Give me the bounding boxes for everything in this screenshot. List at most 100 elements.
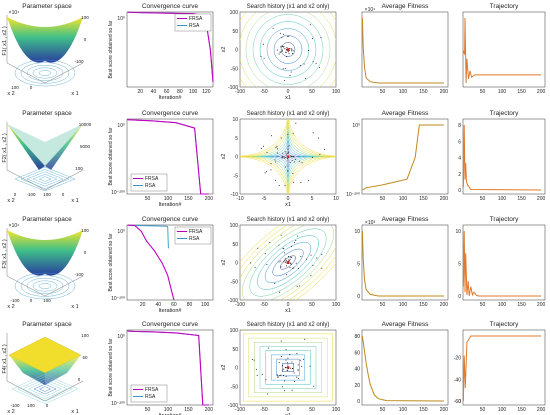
search-point <box>283 46 285 48</box>
base-contour <box>20 275 70 297</box>
y-tick-label: -5 <box>234 173 239 179</box>
search-point <box>292 52 294 54</box>
average-fitness-line <box>361 335 444 402</box>
search-point <box>262 43 264 45</box>
param-x1-label: x 1 <box>71 409 78 415</box>
search-point <box>305 258 307 260</box>
base-contour <box>14 272 76 300</box>
x-tick-label: 100 <box>399 89 408 95</box>
search-point <box>285 153 287 155</box>
y-tick-label: 10 <box>455 229 461 235</box>
search-point <box>285 52 287 54</box>
contour-line <box>280 42 296 57</box>
y-tick-label: 8 <box>458 123 461 129</box>
base-contour <box>38 283 52 289</box>
search-point <box>278 261 280 263</box>
x-tick-label: -50 <box>260 407 267 413</box>
contour-line <box>252 14 324 85</box>
contour-line <box>241 225 335 300</box>
search-point <box>284 258 286 260</box>
search-point <box>264 172 266 174</box>
convergence-panel: Convergence curve 20 40 60 80 100 Iteration# 10… <box>108 216 214 314</box>
search-point <box>289 266 291 268</box>
y-tick-label: 2 <box>458 172 461 178</box>
search-history-panel: Search history (x1 and x2 only) -100 -50 0 5… <box>221 4 341 101</box>
param-tick-label: 10000 <box>79 122 92 127</box>
trajectory-title: Trajectory <box>490 3 519 10</box>
search-point <box>283 380 285 382</box>
search-point <box>263 57 265 59</box>
search-point <box>256 374 258 376</box>
param-tick-label: -100 <box>10 298 20 303</box>
contour-line <box>259 346 317 389</box>
search-point <box>298 377 300 379</box>
search-point <box>283 368 285 370</box>
trajectory-panel: Trajectory 50 100 150 200 0 5 10 <box>455 216 545 308</box>
contour-line <box>245 12 331 87</box>
y-tick-label: 60 <box>354 350 360 356</box>
legend-entry: RSA <box>145 394 156 400</box>
average-fitness-title: Average Fitness <box>382 110 430 117</box>
surface-face <box>7 124 45 170</box>
search-point <box>300 181 302 183</box>
search-point <box>292 132 294 134</box>
search-point <box>282 34 284 36</box>
conv-title: Convergence curve <box>142 3 199 10</box>
search-point <box>302 358 304 360</box>
search-point <box>308 49 310 51</box>
x-tick-label: 200 <box>440 89 449 95</box>
search-point <box>295 122 297 124</box>
search-point <box>284 261 286 263</box>
x-tick-label: 50 <box>380 302 386 308</box>
param-zlabel: F1( x1 , x2 ) <box>2 26 8 56</box>
search-point <box>312 264 314 266</box>
search-point <box>281 50 283 52</box>
y-tick-label: 0 <box>357 294 360 300</box>
search-point <box>277 148 279 150</box>
average-fitness-exponent: ×10⁴ <box>365 7 376 13</box>
search-point <box>255 368 257 370</box>
y-tick-label: 50 <box>232 347 238 353</box>
base-contour <box>38 70 52 76</box>
x-tick-label: 0 <box>287 196 290 202</box>
trajectory-line <box>462 124 542 191</box>
y-tick-label: 5 <box>235 136 238 142</box>
conv-xlabel: Iteration# <box>159 308 183 314</box>
average-fitness-axes <box>361 118 449 195</box>
base-contour <box>20 169 70 189</box>
search-point <box>278 53 280 55</box>
param-tick-label: 100 <box>27 403 35 408</box>
search-point <box>298 267 300 269</box>
search-point <box>309 24 311 26</box>
x-tick-label: 50 <box>480 407 486 413</box>
search-point <box>295 240 297 242</box>
search-point <box>284 48 286 50</box>
y-tick-label: -50 <box>231 384 238 390</box>
x-tick-label: 200 <box>537 89 546 95</box>
x-tick-label: 50 <box>145 196 151 202</box>
search-point <box>316 257 318 259</box>
x-tick-label: 150 <box>419 196 428 202</box>
contours <box>240 119 336 194</box>
x-tick-label: 0 <box>287 407 290 413</box>
x-tick-label: 100 <box>332 89 341 95</box>
search-point <box>280 46 282 48</box>
x-tick-label: -50 <box>260 89 267 95</box>
best-point <box>286 48 290 51</box>
search-point <box>269 241 271 243</box>
x-tick-label: 150 <box>184 407 193 413</box>
search-point <box>317 137 319 139</box>
search-point <box>321 267 323 269</box>
search-point <box>262 145 264 147</box>
search-point <box>281 37 283 39</box>
surface <box>7 230 83 276</box>
contour-line <box>240 225 336 300</box>
base-contour <box>11 373 79 405</box>
x-tick-label: -100 <box>235 89 245 95</box>
search-point <box>295 262 297 264</box>
param-x2-label: x 2 <box>7 409 14 415</box>
y-tick-label: 5 <box>357 262 360 268</box>
search-point <box>310 254 312 256</box>
search-point <box>286 274 288 276</box>
y-tick-label: 10 <box>354 229 360 235</box>
